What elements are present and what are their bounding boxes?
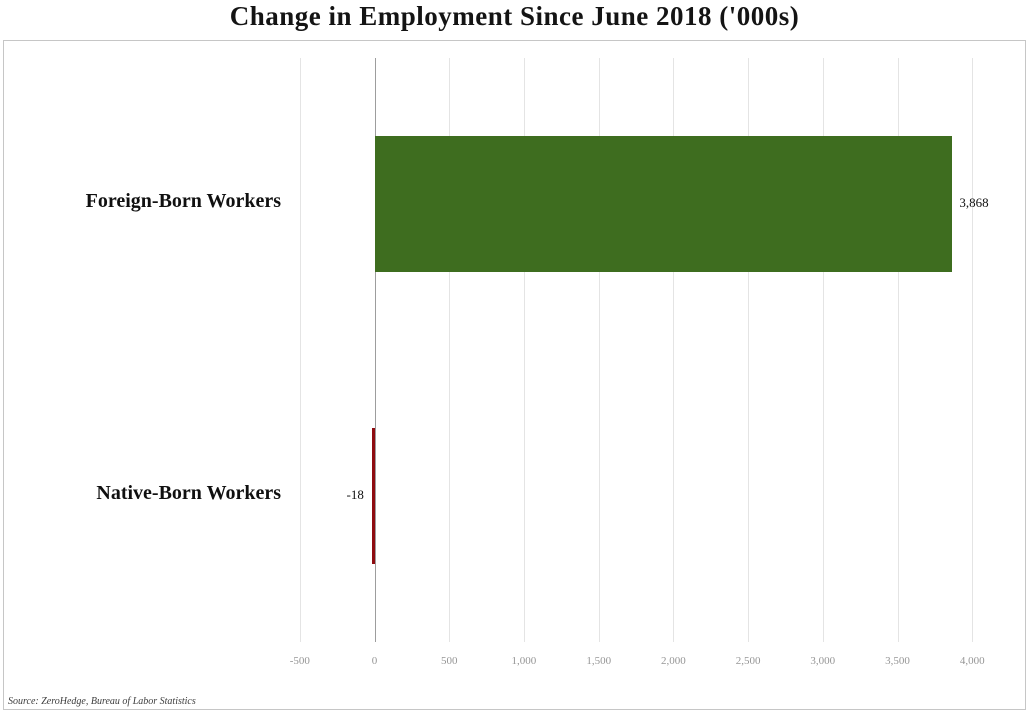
x-tick-label: 1,500 <box>586 655 612 667</box>
gridline <box>299 58 301 642</box>
value-label: 3,868 <box>959 195 989 210</box>
value-label: -18 <box>346 487 364 502</box>
bar-native-born-workers <box>371 428 375 564</box>
x-tick-label: 3,000 <box>810 655 836 667</box>
gridline <box>822 58 824 642</box>
gridline <box>673 58 675 642</box>
gridline <box>598 58 600 642</box>
bar-foreign-born-workers <box>374 136 953 272</box>
x-tick-label: 2,000 <box>661 655 686 667</box>
x-tick-label: 0 <box>371 655 378 667</box>
x-tick-label: 2,500 <box>735 655 761 667</box>
gridline <box>897 58 899 642</box>
category-label: Native-Born Workers <box>96 482 281 504</box>
gridline <box>449 58 451 642</box>
category-label: Foreign-Born Workers <box>85 190 281 212</box>
x-tick-label: 3,500 <box>885 655 910 667</box>
source-note: Source: ZeroHedge, Bureau of Labor Stati… <box>8 696 196 707</box>
x-tick-label: 1,000 <box>511 655 537 667</box>
zero-axis-line <box>374 58 376 642</box>
chart-area: Foreign-Born Workers Native-Born Workers … <box>3 40 1026 710</box>
chart-title: Change in Employment Since June 2018 ('0… <box>229 1 800 31</box>
x-tick-label: -500 <box>289 655 310 667</box>
x-tick-label: 4,000 <box>959 655 985 667</box>
gridline <box>972 58 974 642</box>
gridline <box>523 58 525 642</box>
x-tick-label: 500 <box>440 655 458 667</box>
gridline <box>748 58 750 642</box>
